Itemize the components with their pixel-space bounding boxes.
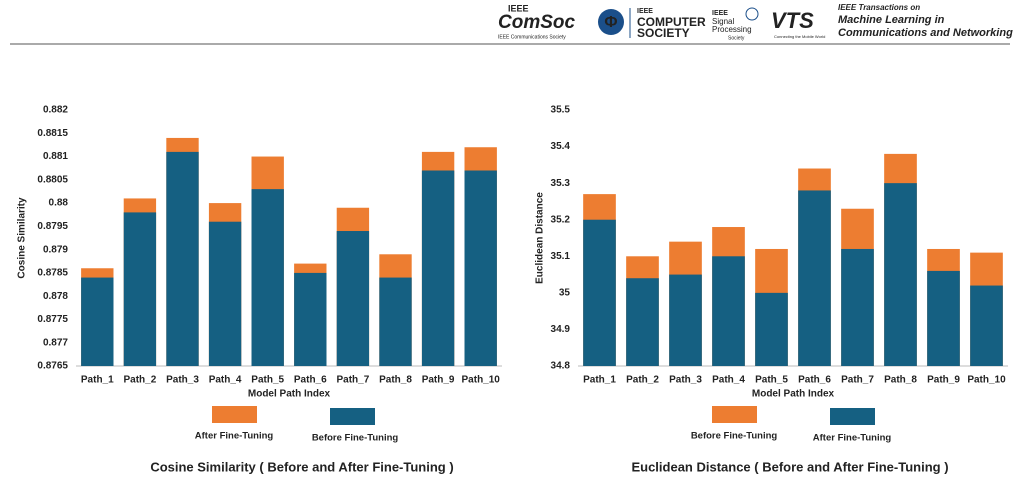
y-tick-label: 35 [559,287,571,298]
x-tick-label: Path_4 [712,375,745,386]
y-tick-label: 35.2 [551,214,571,225]
x-tick-label: Path_5 [755,375,788,386]
computer-line1: COMPUTER [637,15,706,29]
bar [884,183,917,366]
x-tick-label: Path_2 [626,375,659,386]
bar [583,219,616,366]
x-tick-label: Path_10 [462,375,501,386]
y-tick-label: 0.8805 [37,174,68,185]
y-tick-label: 0.8765 [37,361,68,372]
bar [755,292,788,366]
x-tick-label: Path_2 [124,375,157,386]
legend-swatch [712,406,757,423]
x-tick-label: Path_7 [841,375,874,386]
bar [798,190,831,366]
chart-title: Cosine Similarity ( Before and After Fin… [150,459,453,474]
legend-label: After Fine-Tuning [813,433,892,444]
bar [927,270,960,366]
signal-line3: Society [728,35,745,41]
y-tick-label: 35.4 [551,141,571,152]
legend-swatch [830,408,875,425]
legend-label: Before Fine-Tuning [691,431,778,442]
computer-top: IEEE [637,8,653,15]
bar [421,170,455,366]
x-tick-label: Path_1 [583,375,616,386]
vts-sub: Connecting the Mobile World [774,34,825,39]
bar [123,212,157,366]
phi: Φ [604,14,617,31]
vts-name: VTS [771,8,814,33]
y-tick-label: 0.88 [49,198,69,209]
x-tick-label: Path_8 [884,375,917,386]
journal-line2: Machine Learning in [838,14,945,26]
y-axis-label: Euclidean Distance [535,192,546,284]
x-tick-label: Path_9 [927,375,960,386]
bar [208,221,242,366]
legend-label: Before Fine-Tuning [312,433,399,444]
y-tick-label: 0.8795 [37,221,68,232]
y-tick-label: 0.882 [43,105,68,116]
bar [336,231,370,366]
computer-logo [598,9,624,35]
legend-label: After Fine-Tuning [195,431,274,442]
signal-line1: Signal [712,17,734,26]
journal-line3: Communications and Networking [838,27,1013,39]
x-axis-label: Model Path Index [248,389,331,400]
x-axis-label: Model Path Index [752,389,835,400]
y-tick-label: 0.8775 [37,314,68,325]
y-tick-label: 0.881 [43,151,68,162]
header: IEEE ComSoc IEEE Communications Society … [10,3,1013,45]
bar [81,277,114,366]
x-tick-label: Path_4 [209,375,242,386]
y-tick-label: 0.8815 [37,128,68,139]
signal-top: IEEE [712,10,728,17]
legend-swatch [330,408,375,425]
y-tick-label: 34.8 [551,361,571,372]
y-tick-label: 0.8785 [37,268,68,279]
bar [970,285,1003,366]
x-tick-label: Path_9 [422,375,455,386]
bar [251,189,284,366]
comsoc-sub: IEEE Communications Society [498,34,566,40]
x-tick-label: Path_3 [669,375,702,386]
x-tick-label: Path_5 [251,375,284,386]
bar [379,277,412,366]
x-tick-label: Path_6 [798,375,831,386]
comsoc-top: IEEE [508,3,529,13]
bar [294,272,327,366]
signal-logo [745,7,759,21]
legend-swatch [212,406,257,423]
x-tick-label: Path_7 [337,375,370,386]
y-tick-label: 34.9 [551,324,571,335]
x-tick-label: Path_8 [379,375,412,386]
x-tick-label: Path_1 [81,375,114,386]
y-tick-label: 35.5 [551,105,571,116]
bar [166,151,199,366]
comsoc-name: ComSoc [498,12,576,33]
y-tick-label: 35.1 [551,251,571,262]
bar [669,274,702,366]
y-tick-label: 0.878 [43,291,68,302]
x-tick-label: Path_10 [967,375,1006,386]
x-tick-label: Path_3 [166,375,199,386]
bar [712,256,745,366]
signal-line2: Processing [712,25,752,34]
bar [841,248,874,366]
y-axis-label: Cosine Similarity [17,197,28,279]
bar [626,278,659,366]
bar [464,170,497,366]
y-tick-label: 35.3 [551,178,571,189]
x-tick-label: Path_6 [294,375,327,386]
y-tick-label: 0.877 [43,337,68,348]
journal-line1: IEEE Transactions on [838,3,920,12]
y-tick-label: 0.879 [43,244,68,255]
computer-line2: SOCIETY [637,26,690,40]
chart-title: Euclidean Distance ( Before and After Fi… [631,459,948,474]
